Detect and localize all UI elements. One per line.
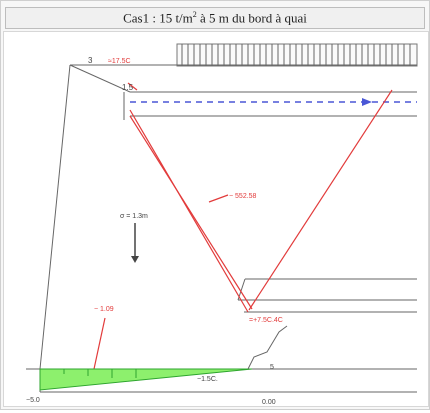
mid-red-label: − 552.58 bbox=[229, 193, 257, 200]
title-main: Cas1 : 15 t/m bbox=[123, 10, 193, 26]
slip-surface-main bbox=[129, 109, 249, 313]
bottom-red-mid-label: =+7.5C.4C bbox=[249, 317, 283, 324]
arrow-note-label: σ = 1.3m bbox=[120, 213, 148, 220]
dimension-mid-label: −1.5C. bbox=[197, 376, 218, 383]
water-level-marker-icon bbox=[362, 98, 372, 106]
quay-diagram-svg: 3 ≈17.5C 1.5 − 552.58 σ = 1.3m − 1.09 =+… bbox=[26, 43, 418, 406]
bottom-axis-label: 0.00 bbox=[262, 399, 276, 406]
surface-load-hatching bbox=[176, 43, 418, 67]
top-left-note: 3 bbox=[88, 56, 93, 65]
bottom-red-leader bbox=[93, 317, 106, 370]
mid-red-leader bbox=[208, 194, 229, 203]
left-wall-line bbox=[39, 64, 71, 370]
right-failure-line bbox=[248, 89, 393, 311]
top-red-leader bbox=[127, 82, 138, 91]
near-bracket-label: 1.5 bbox=[122, 83, 134, 92]
bottom-left-mark: −5.0 bbox=[26, 397, 40, 404]
diagram-canvas: 3 ≈17.5C 1.5 − 552.58 σ = 1.3m − 1.09 =+… bbox=[3, 31, 429, 407]
title-rest: à 5 m du bord à quai bbox=[196, 10, 307, 26]
structure-outline bbox=[26, 64, 417, 393]
slip-surface-offset bbox=[129, 115, 253, 310]
title-superscript: 2 bbox=[192, 10, 197, 19]
load-arrow-icon bbox=[131, 256, 139, 263]
bottom-red-left-label: − 1.09 bbox=[94, 306, 114, 313]
red-failure-lines bbox=[93, 82, 393, 370]
title-bar: Cas1 : 15 t/m2 à 5 m du bord à quai bbox=[5, 7, 425, 29]
bottom-right-curve bbox=[247, 325, 288, 370]
green-pressure-triangle bbox=[39, 368, 253, 391]
near-top-red-label: ≈17.5C bbox=[108, 58, 131, 65]
bottom-right-mark: 5 bbox=[270, 364, 274, 371]
wall-top-link bbox=[69, 64, 131, 93]
diagram-title: Cas1 : 15 t/m2 à 5 m du bord à quai bbox=[6, 10, 424, 26]
